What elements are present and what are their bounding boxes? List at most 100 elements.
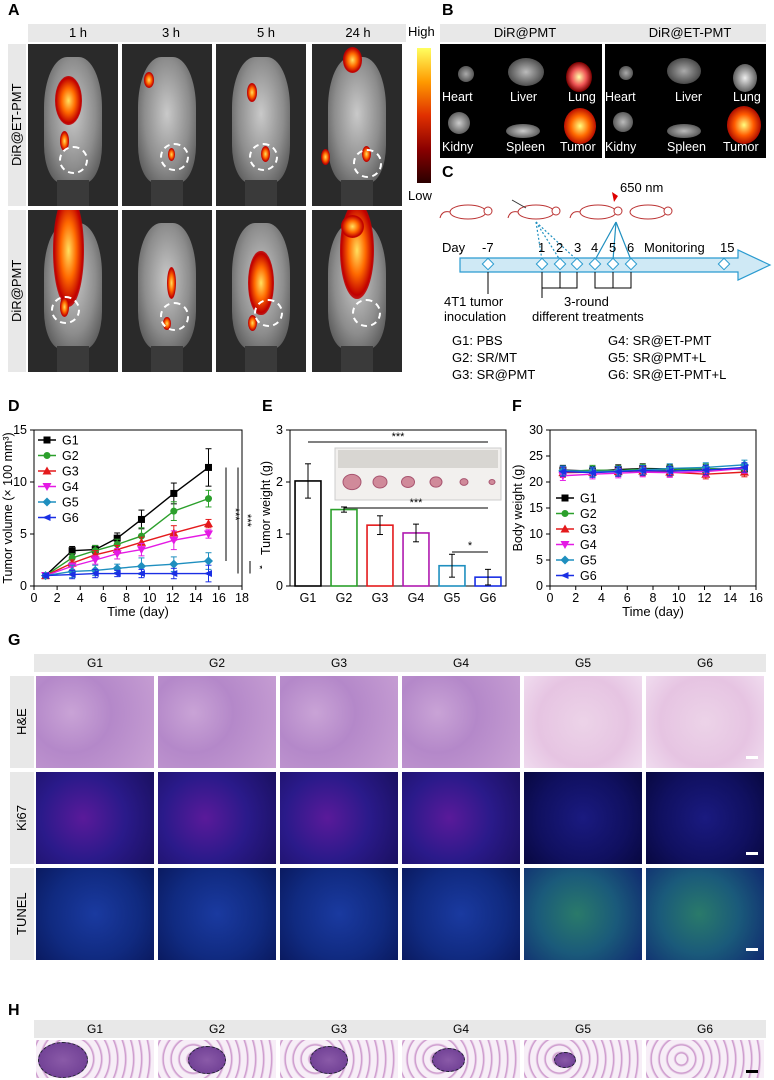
y-axis-label: Tumor weight (g) <box>259 461 273 555</box>
x-tick-label: 12 <box>166 591 180 605</box>
scale-bar <box>746 756 758 759</box>
legend-g1: G1: PBS <box>452 333 503 348</box>
label-heart: Heart <box>442 90 473 104</box>
histology-tile-ki67-G3 <box>280 772 398 864</box>
y-tick-label: 30 <box>529 423 543 437</box>
group-header-G3: G3 <box>330 656 347 670</box>
histology-tile-he-G3 <box>280 676 398 768</box>
panel-label-a: A <box>8 2 20 19</box>
bar-G2 <box>330 508 358 587</box>
data-point <box>170 489 178 497</box>
data-point <box>113 534 121 542</box>
mouse-image <box>312 210 402 372</box>
legend-marker <box>43 436 51 444</box>
legend-label-G3: G3 <box>62 465 79 479</box>
mouse-image <box>312 44 402 206</box>
legend-g2: G2: SR/MT <box>452 350 517 365</box>
data-point <box>204 495 212 503</box>
tumor-specimen <box>342 473 362 491</box>
metastasis-nodule-circle <box>554 1052 576 1068</box>
stand <box>340 180 374 206</box>
fluorescence-signal <box>143 71 155 88</box>
group-dir-et-pmt: DiR@ET-PMT <box>648 25 732 40</box>
group-header-G2: G2 <box>208 1022 225 1036</box>
legend-marker <box>42 483 52 491</box>
y-tick-label: 5 <box>20 527 27 541</box>
x-tick-label: 2 <box>572 591 579 605</box>
row-label-he: H&E <box>10 676 34 768</box>
legend-marker <box>560 541 570 549</box>
day-3: 3 <box>574 240 581 255</box>
data-point <box>90 570 99 578</box>
tumor-circle <box>58 146 88 175</box>
legend-label-G5: G5 <box>62 496 79 510</box>
time-5h: 5 h <box>256 25 276 40</box>
data-point <box>613 468 622 476</box>
group-header-G3: G3 <box>330 1022 347 1036</box>
treatment-line-2: different treatments <box>532 309 644 324</box>
stand <box>56 346 90 372</box>
y-tick-label: 25 <box>529 449 543 463</box>
lung-tile-G2 <box>158 1040 276 1078</box>
legend-label-G5: G5 <box>580 554 597 568</box>
y-tick-label: 15 <box>529 501 543 515</box>
sig-label: *** <box>392 431 406 443</box>
label-heart: Heart <box>605 90 636 104</box>
lung-tile-G1 <box>36 1040 154 1078</box>
legend-marker <box>560 555 570 565</box>
data-point <box>203 519 213 528</box>
lung-tile-G3 <box>280 1040 398 1078</box>
group-header-G6: G6 <box>696 656 713 670</box>
y-tick-label: 3 <box>276 423 283 437</box>
group-header-G4: G4 <box>452 656 469 670</box>
x-tick-label: 8 <box>123 591 130 605</box>
legend-label-G4: G4 <box>580 538 597 552</box>
x-tick-label: 10 <box>143 591 157 605</box>
data-point <box>638 467 647 475</box>
tumor-specimen <box>372 475 388 489</box>
group-header-G4: G4 <box>452 1022 469 1036</box>
organ-spleen <box>667 124 701 138</box>
y-tick-label: 10 <box>529 527 543 541</box>
label-spleen: Spleen <box>667 140 706 154</box>
legend-label-G4: G4 <box>62 480 79 494</box>
mouse-image <box>216 210 306 372</box>
day-label: Day <box>442 240 466 255</box>
y-tick-label: 0 <box>536 579 543 593</box>
data-point <box>113 540 121 548</box>
day-2: 2 <box>556 240 563 255</box>
label-kidney: Kidny <box>442 140 474 154</box>
x-tick-label: 14 <box>723 591 737 605</box>
significance-brackets: ******* <box>225 467 262 574</box>
metastasis-nodule-circle <box>38 1042 88 1078</box>
tumor-circle <box>159 302 189 331</box>
label-tumor: Tumor <box>723 140 759 154</box>
legend-label-G1: G1 <box>580 492 597 506</box>
histology-tile-he-G4 <box>402 676 520 768</box>
group-header-G6: G6 <box>696 1022 713 1036</box>
panel-label-h: H <box>8 1002 20 1019</box>
panel-label-e: E <box>262 398 273 415</box>
histology-tile-ki67-G1 <box>36 772 154 864</box>
fluorescence-signal <box>59 131 69 151</box>
stand <box>150 346 184 372</box>
y-tick-label: 0 <box>276 579 283 593</box>
monitoring-label: Monitoring <box>644 240 705 255</box>
legend-label-G1: G1 <box>62 434 79 448</box>
organ-lung <box>566 62 592 92</box>
organ-liver <box>508 58 544 86</box>
sig-label: * <box>253 565 262 570</box>
x-tick-label: G2 <box>336 591 353 605</box>
data-point <box>136 546 146 555</box>
histology-tile-ki67-G2 <box>158 772 276 864</box>
day-minus7: -7 <box>482 240 494 255</box>
sig-label: *** <box>229 508 241 522</box>
histology-tile-ki67-G6 <box>646 772 764 864</box>
group-header-G5: G5 <box>574 656 591 670</box>
mouse-image <box>216 44 306 206</box>
metastasis-nodule-circle <box>310 1046 349 1074</box>
organ-tumor <box>564 108 596 144</box>
mouse-sketch-3 <box>569 204 623 220</box>
histology-tile-he-G5 <box>524 676 642 768</box>
